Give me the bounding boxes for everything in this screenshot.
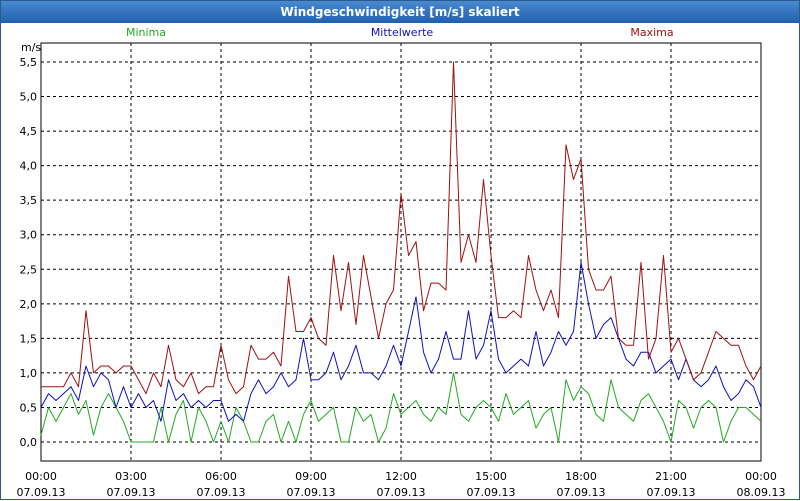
x-tick-time-label: 15:00 bbox=[475, 470, 507, 483]
y-tick-label: 3,5 bbox=[20, 194, 38, 207]
y-axis-unit-label: m/s bbox=[21, 41, 41, 54]
series-lines bbox=[40, 61, 762, 443]
y-tick-labels: 0,0 0,5 1,0 1,5 2,0 2,5 3,0 3,5 4,0 4,5 5,0 5,5 bbox=[20, 56, 38, 449]
legend-maxima: Maxima bbox=[630, 26, 673, 39]
x-tick-date-label: 07.09.13 bbox=[467, 486, 516, 499]
y-tick-label: 0,0 bbox=[20, 436, 38, 449]
x-tick-date-label: 08.09.13 bbox=[737, 486, 786, 499]
x-tick-date-label: 07.09.13 bbox=[377, 486, 426, 499]
y-tick-label: 2,0 bbox=[20, 298, 38, 311]
y-tick-label: 2,5 bbox=[20, 263, 38, 276]
x-tick-date-label: 07.09.13 bbox=[647, 486, 696, 499]
y-tick-label: 5,0 bbox=[20, 91, 38, 104]
x-tick-date-label: 07.09.13 bbox=[197, 486, 246, 499]
x-tick-time-label: 18:00 bbox=[565, 470, 597, 483]
grid-lines bbox=[41, 43, 761, 461]
x-tick-time-label: 06:00 bbox=[205, 470, 237, 483]
series-line-minima bbox=[40, 372, 762, 443]
x-tick-time-label: 09:00 bbox=[295, 470, 327, 483]
y-tick-label: 1,5 bbox=[20, 332, 38, 345]
x-tick-date-label: 07.09.13 bbox=[107, 486, 156, 499]
y-tick-label: 0,5 bbox=[20, 401, 38, 414]
y-tick-label: 1,0 bbox=[20, 367, 38, 380]
x-tick-date-label: 07.09.13 bbox=[17, 486, 66, 499]
y-tick-label: 3,0 bbox=[20, 229, 38, 242]
x-tick-time-label: 00:00 bbox=[745, 470, 777, 483]
legend-minima: Minima bbox=[126, 26, 166, 39]
x-tick-time-label: 21:00 bbox=[655, 470, 687, 483]
legend-mittelwerte: Mittelwerte bbox=[371, 26, 434, 39]
x-tick-time-label: 12:00 bbox=[385, 470, 417, 483]
series-line-mittelwerte bbox=[40, 261, 762, 422]
y-tick-label: 5,5 bbox=[20, 56, 38, 69]
x-tick-date-label: 07.09.13 bbox=[557, 486, 606, 499]
x-tick-labels: 00:00 07.09.13 03:00 07.09.13 06:00 07.09.13 0… bbox=[17, 470, 786, 499]
x-tick-time-label: 00:00 bbox=[25, 470, 57, 483]
y-tick-label: 4,5 bbox=[20, 125, 38, 138]
y-tick-label: 4,0 bbox=[20, 160, 38, 173]
x-tick-time-label: 03:00 bbox=[115, 470, 147, 483]
series-line-maxima bbox=[41, 61, 762, 395]
window-title: Windgeschwindigkeit [m/s] skaliert bbox=[1, 1, 799, 23]
x-tick-date-label: 07.09.13 bbox=[287, 486, 336, 499]
